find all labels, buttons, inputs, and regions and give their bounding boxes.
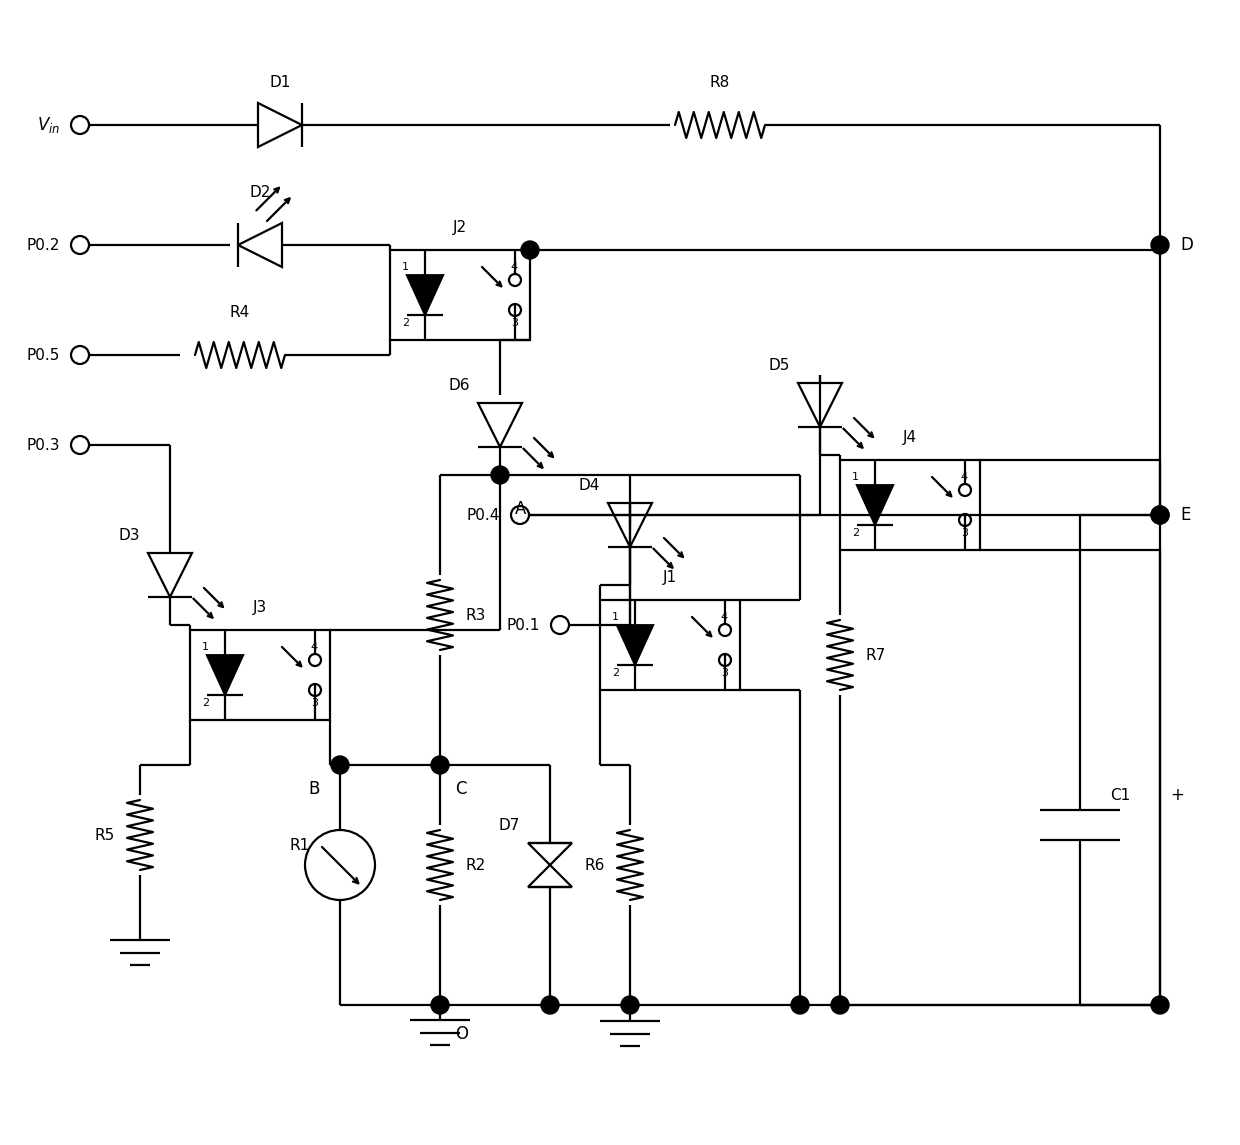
Polygon shape xyxy=(207,655,243,695)
Text: C1: C1 xyxy=(1110,788,1130,803)
Text: 4: 4 xyxy=(720,611,728,622)
Circle shape xyxy=(1151,996,1169,1014)
Text: 2: 2 xyxy=(852,528,859,538)
Text: R7: R7 xyxy=(866,648,885,663)
Text: C: C xyxy=(455,780,466,798)
Text: 3: 3 xyxy=(720,668,728,678)
Text: 4: 4 xyxy=(311,642,317,652)
Text: 4: 4 xyxy=(511,262,518,273)
Text: R3: R3 xyxy=(465,608,485,623)
Circle shape xyxy=(541,996,559,1014)
Text: O: O xyxy=(455,1025,467,1043)
Bar xyxy=(391,250,529,340)
Bar xyxy=(839,460,980,550)
Text: P0.4: P0.4 xyxy=(466,507,500,522)
Text: P0.5: P0.5 xyxy=(26,347,60,363)
Text: 3: 3 xyxy=(511,318,518,327)
Circle shape xyxy=(1151,236,1169,254)
Text: 2: 2 xyxy=(202,698,210,708)
Text: A: A xyxy=(515,500,526,518)
Text: D1: D1 xyxy=(269,76,290,90)
Text: J2: J2 xyxy=(453,220,467,235)
Text: D6: D6 xyxy=(449,378,470,393)
Polygon shape xyxy=(618,625,653,665)
Text: D7: D7 xyxy=(498,818,520,832)
Text: P0.1: P0.1 xyxy=(507,617,539,632)
Circle shape xyxy=(831,996,849,1014)
Text: D5: D5 xyxy=(769,357,790,372)
Text: R6: R6 xyxy=(584,858,605,872)
Circle shape xyxy=(791,996,808,1014)
Text: E: E xyxy=(1180,506,1190,524)
Circle shape xyxy=(621,996,639,1014)
Text: J1: J1 xyxy=(663,570,677,585)
Text: R5: R5 xyxy=(94,828,115,843)
Text: R8: R8 xyxy=(709,76,730,90)
Text: 2: 2 xyxy=(613,668,619,678)
Circle shape xyxy=(491,466,508,484)
Text: R1: R1 xyxy=(290,837,310,853)
Text: D: D xyxy=(1180,236,1193,254)
Text: 3: 3 xyxy=(311,698,317,708)
Text: R2: R2 xyxy=(465,858,485,872)
Text: D2: D2 xyxy=(249,185,270,200)
Circle shape xyxy=(432,756,449,774)
Text: B: B xyxy=(309,780,320,798)
Circle shape xyxy=(331,756,348,774)
Circle shape xyxy=(521,240,539,259)
Bar xyxy=(190,630,330,720)
Polygon shape xyxy=(857,485,893,524)
Text: D3: D3 xyxy=(119,528,140,543)
Bar xyxy=(600,600,740,690)
Text: 3: 3 xyxy=(961,528,968,538)
Text: 1: 1 xyxy=(852,472,859,482)
Text: $V_{in}$: $V_{in}$ xyxy=(37,114,60,135)
Circle shape xyxy=(432,996,449,1014)
Text: D4: D4 xyxy=(579,477,600,492)
Circle shape xyxy=(1151,506,1169,524)
Circle shape xyxy=(1151,506,1169,524)
Text: P0.3: P0.3 xyxy=(26,437,60,452)
Text: 1: 1 xyxy=(402,262,409,273)
Text: P0.2: P0.2 xyxy=(26,237,60,253)
Text: 1: 1 xyxy=(613,611,619,622)
Text: 4: 4 xyxy=(961,472,968,482)
Text: J3: J3 xyxy=(253,600,267,615)
Text: J4: J4 xyxy=(903,431,918,445)
Text: 2: 2 xyxy=(402,318,409,327)
Polygon shape xyxy=(407,275,443,315)
Text: R4: R4 xyxy=(229,305,250,319)
Text: +: + xyxy=(1171,785,1184,804)
Text: 1: 1 xyxy=(202,642,210,652)
